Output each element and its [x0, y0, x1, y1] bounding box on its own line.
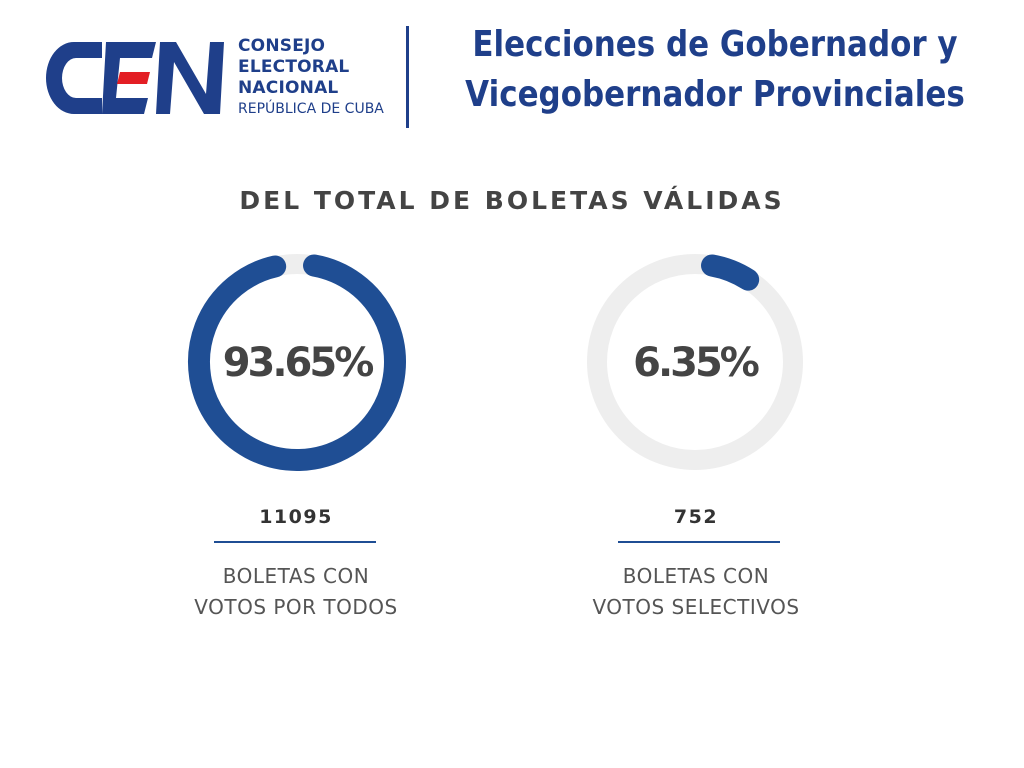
logo-line-3: NACIONAL: [238, 78, 339, 98]
label-votos-por-todos: BOLETAS CON VOTOS POR TODOS: [146, 561, 446, 623]
label-1-line-2: VOTOS POR TODOS: [194, 595, 398, 619]
divider-2: [618, 541, 780, 543]
gauge-votos-selectivos: 6.35%: [585, 252, 805, 472]
header: CONSEJO ELECTORAL NACIONAL REPÚBLICA DE …: [0, 0, 1024, 150]
gauge-1-arc: [188, 254, 406, 471]
label-1-line-1: BOLETAS CON: [222, 564, 370, 588]
gauge-votos-por-todos: 93.65%: [187, 252, 407, 472]
logo-sub: REPÚBLICA DE CUBA: [238, 101, 384, 117]
label-2-line-1: BOLETAS CON: [622, 564, 770, 588]
header-divider: [406, 26, 409, 128]
page-title: Elecciones de Gobernador y Vicegobernado…: [461, 20, 968, 120]
gauge-1-svg: 93.65%: [188, 254, 406, 471]
page-title-line-2: Vicegobernador Provinciales: [465, 74, 965, 115]
chart-subtitle: DEL TOTAL DE BOLETAS VÁLIDAS: [239, 186, 785, 215]
gauge-2-percent: 6.35%: [633, 340, 759, 386]
count-votos-selectivos: 752: [673, 506, 719, 528]
logo-line-2: ELECTORAL: [238, 57, 350, 77]
page-title-line-1: Elecciones de Gobernador y: [472, 24, 958, 65]
logo-line-1: CONSEJO: [238, 36, 326, 56]
gauge-1-percent: 93.65%: [223, 340, 374, 386]
count-votos-por-todos: 11095: [259, 506, 333, 528]
divider-1: [214, 541, 376, 543]
gauge-2-track: [587, 254, 803, 470]
gauge-2-svg: 6.35%: [587, 254, 803, 470]
label-votos-selectivos: BOLETAS CON VOTOS SELECTIVOS: [546, 561, 846, 623]
logo-text: CONSEJO ELECTORAL NACIONAL REPÚBLICA DE …: [238, 36, 384, 120]
gauge-2-arc: [701, 254, 760, 291]
cen-logo-icon: [46, 42, 224, 114]
label-2-line-2: VOTOS SELECTIVOS: [592, 595, 800, 619]
